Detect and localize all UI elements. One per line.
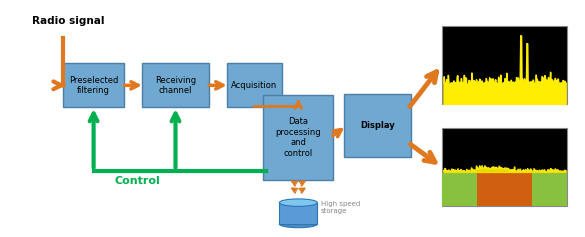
Text: Receiving
channel: Receiving channel <box>155 76 196 95</box>
Ellipse shape <box>280 220 317 228</box>
Bar <box>442 128 567 206</box>
Bar <box>532 173 567 206</box>
Text: Radio signal: Radio signal <box>32 16 105 26</box>
FancyBboxPatch shape <box>344 94 411 157</box>
FancyBboxPatch shape <box>142 64 209 107</box>
FancyBboxPatch shape <box>63 64 124 107</box>
Text: Data
processing
and
control: Data processing and control <box>276 117 321 158</box>
Ellipse shape <box>280 199 317 206</box>
Text: Display: Display <box>360 121 395 130</box>
Text: Preselected
filtering: Preselected filtering <box>69 76 118 95</box>
Bar <box>442 173 477 206</box>
Text: Acquisition: Acquisition <box>231 81 278 90</box>
Bar <box>477 173 532 206</box>
FancyBboxPatch shape <box>263 95 333 180</box>
Text: High speed
storage: High speed storage <box>321 201 360 214</box>
Bar <box>280 203 317 224</box>
Bar <box>442 26 567 104</box>
FancyBboxPatch shape <box>227 64 283 107</box>
Text: Control: Control <box>115 176 160 186</box>
